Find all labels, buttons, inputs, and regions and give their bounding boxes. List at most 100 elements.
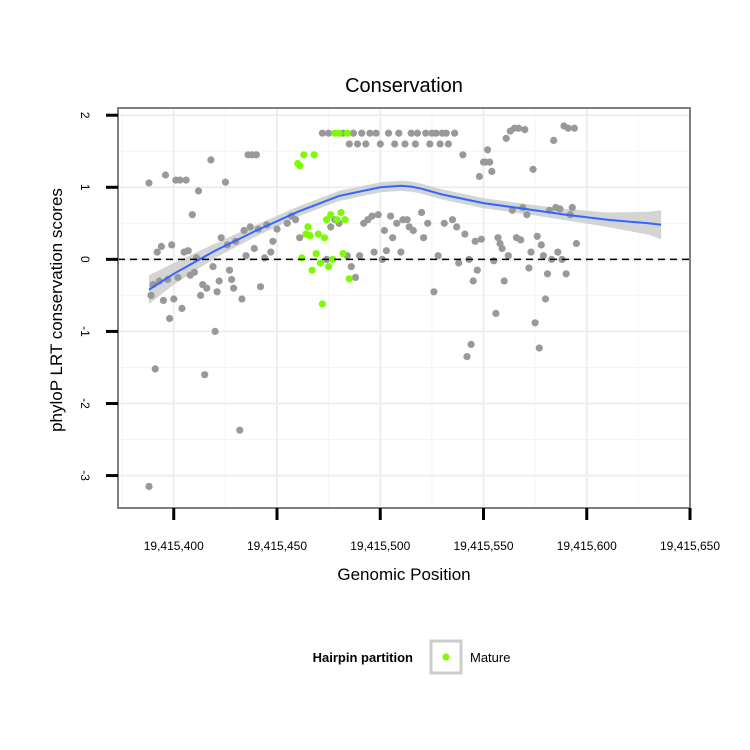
other-point [368,212,376,220]
other-point [382,247,390,255]
y-tick-label: 1 [78,184,92,191]
other-point [471,237,479,245]
other-point [267,248,275,256]
other-point [451,129,459,137]
other-point [543,270,552,278]
other-point [463,353,471,361]
other-point [432,129,440,137]
other-point [403,216,411,224]
other-point [153,248,161,256]
x-tick-label: 19,415,450 [247,539,307,553]
other-point [370,248,378,256]
other-point [230,284,238,292]
other-point [504,252,512,260]
mature-point [341,216,349,224]
other-point [151,365,159,373]
legend-key-mature-point [442,653,450,661]
x-tick-label: 19,415,400 [144,539,204,553]
other-point [422,129,430,137]
other-point [170,295,178,303]
other-point [194,187,203,195]
other-point [201,371,209,379]
other-point [401,140,409,148]
other-point [145,482,153,490]
other-point [318,129,326,137]
other-point [327,223,335,231]
other-point [486,158,494,166]
y-tick-label: -1 [78,326,92,337]
other-point [374,211,382,219]
other-point [384,129,393,137]
other-point [395,129,403,137]
other-point [531,319,539,327]
other-point [296,234,304,242]
other-point [252,151,260,159]
other-point [238,295,246,303]
mature-point [323,216,331,224]
other-point [372,129,380,137]
panel-background [118,108,690,508]
other-point [455,259,463,267]
other-point [215,277,223,285]
other-point [500,277,508,285]
other-point [273,225,281,233]
mature-point [312,250,320,258]
other-point [556,205,564,213]
other-point [473,266,481,274]
other-point [475,172,483,181]
other-point [572,239,581,248]
other-point [225,266,234,274]
other-point [203,284,211,292]
other-point [490,257,498,265]
other-point [325,129,333,137]
other-point [221,178,229,186]
mature-point [339,250,347,258]
other-point [407,129,415,137]
other-point [161,171,170,179]
mature-point [296,162,304,170]
other-point [353,140,362,148]
other-point [376,140,384,148]
other-point [358,129,366,137]
other-point [570,124,579,132]
other-point [564,124,572,132]
other-point [440,219,448,227]
legend-label-mature: Mature [470,650,510,665]
other-point [292,216,300,224]
other-point [182,176,190,184]
chart-title: Conservation [345,75,463,97]
other-point [349,129,357,137]
other-point [261,254,269,262]
other-point [420,234,428,242]
other-point [190,268,198,276]
other-point [515,124,523,132]
other-point [147,291,155,299]
other-point [228,275,236,284]
other-point [424,219,432,227]
smooth-line [148,184,662,291]
other-point [459,151,467,159]
other-point [250,244,258,253]
panel-border [117,107,691,509]
other-point [434,252,442,260]
mature-point [325,263,333,271]
mature-point [314,230,322,238]
other-point [488,167,496,175]
other-point [213,288,221,296]
x-tick-label: 19,415,600 [557,539,617,553]
plot-panel [117,107,691,509]
other-point [426,140,434,148]
other-point [492,309,500,317]
other-point [430,288,438,296]
smooth-confidence-band [149,180,662,304]
other-point [217,234,225,242]
other-point [168,241,176,249]
legend: Hairpin partition Mature [313,639,510,675]
other-point [393,219,401,227]
other-point [521,126,529,134]
mature-point [304,223,312,231]
other-point [537,241,545,249]
mature-point [300,151,308,159]
other-point [178,304,186,312]
